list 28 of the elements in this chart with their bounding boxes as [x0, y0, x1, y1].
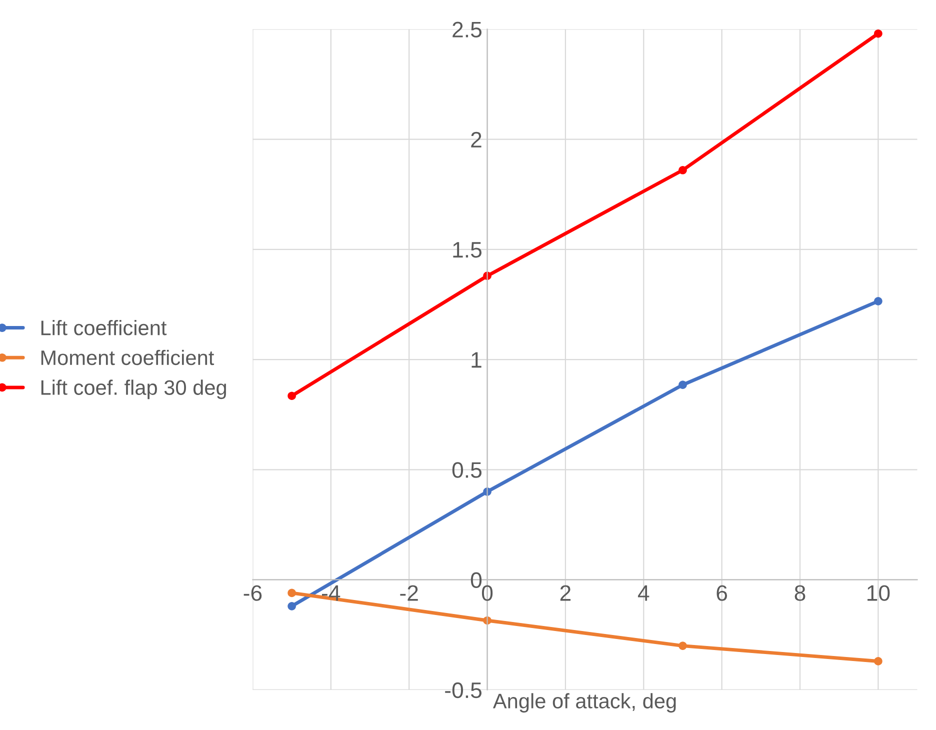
legend-label: Lift coefficient — [41, 320, 167, 336]
point — [678, 642, 687, 650]
point — [288, 588, 296, 598]
y-tick-label: 2.5 — [452, 22, 482, 38]
y-tick-label: 1.5 — [453, 242, 482, 258]
x-axis-title: Angle of attack, deg — [492, 693, 676, 713]
point — [874, 297, 882, 306]
y-tick-label: -0.5 — [445, 682, 482, 698]
point — [678, 380, 687, 390]
x-tick-label: 6 — [716, 585, 728, 601]
x-tick-label: -6 — [244, 585, 262, 601]
y-tick-label: 0.5 — [452, 462, 482, 478]
y-tick-label: 0 — [470, 572, 482, 588]
point — [874, 657, 882, 666]
point — [874, 29, 882, 38]
legend-label: Lift coef. flap 30 deg — [41, 380, 226, 400]
y-tick-label: 2 — [471, 132, 482, 148]
x-tick-label: -2 — [400, 585, 418, 601]
legend-label: Moment coefficient — [41, 350, 214, 366]
x-tick-label: 8 — [794, 585, 806, 601]
point — [288, 602, 296, 610]
x-tick-label: 4 — [638, 585, 650, 601]
y-tick-label: 1 — [472, 352, 482, 368]
x-tick-label: 0 — [482, 585, 493, 601]
point — [678, 166, 687, 174]
x-tick-label: 10 — [868, 585, 890, 601]
point — [288, 392, 296, 400]
x-tick-label: 2 — [560, 585, 571, 601]
